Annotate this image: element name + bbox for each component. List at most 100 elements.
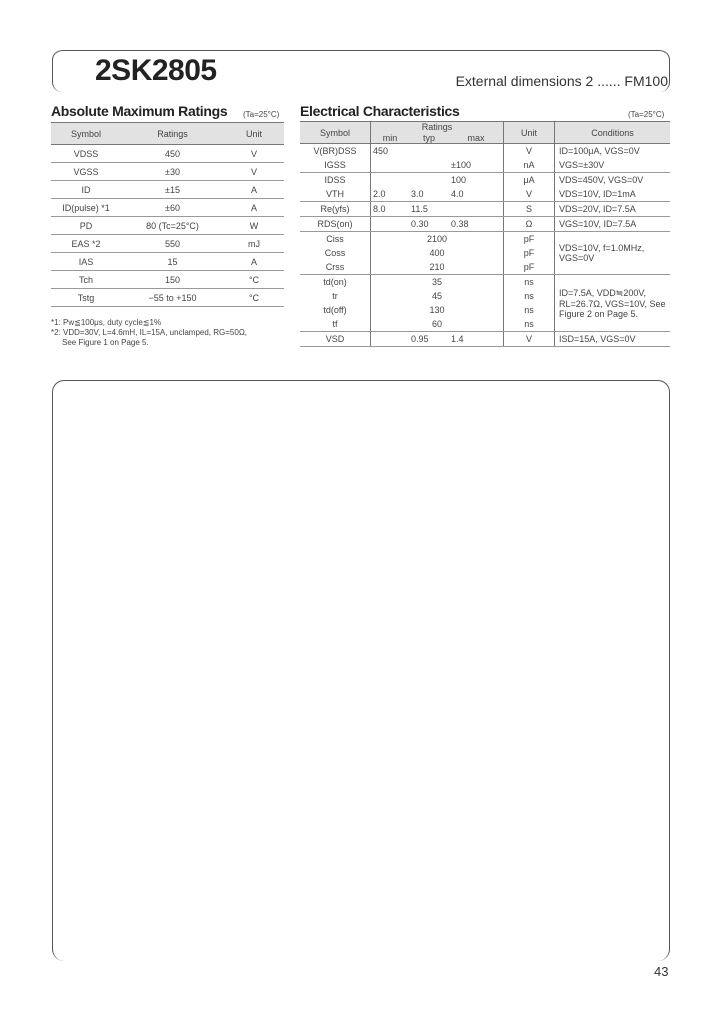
cell-symbol: V(BR)DSS	[300, 143, 371, 158]
ec-condition: (Ta=25°C)	[628, 110, 665, 119]
cell-rating: 450	[121, 144, 224, 163]
cell-symbol: Re(yfs)	[300, 201, 371, 217]
cell-max: ±100	[449, 158, 504, 173]
cell-typ: 0.95	[409, 331, 449, 347]
absolute-maximum-ratings-table: Symbol Ratings Unit VDSS 450 V VGSS ±30 V ID ±1…	[51, 122, 284, 307]
cell-rating: ±15	[121, 180, 224, 199]
table-row: td(on) 35 ns ID=7.5A, VDD≒200V, RL=26.7Ω, V…	[300, 274, 670, 332]
cell-unit: A	[224, 252, 284, 271]
cell-unit: V	[503, 187, 555, 202]
cell-symbol: VTH	[300, 187, 371, 202]
table-row: Coss 400 pF	[300, 246, 670, 260]
cell-max: 100	[451, 175, 467, 185]
cell-symbol: IGSS	[300, 158, 371, 173]
cell-rating: 150	[121, 270, 224, 289]
cell-typ: 45	[431, 291, 442, 301]
cell-symbol: Crss	[300, 260, 371, 275]
cell-typ: 11.5	[409, 201, 449, 217]
cell-conditions: VDS=10V, f=1.0MHz, VGS=0V	[554, 231, 670, 275]
cell-rating: ±30	[121, 162, 224, 181]
cell-typ: 400	[429, 248, 445, 258]
table-row: Tstg −55 to +150 °C	[51, 288, 284, 307]
cell-max	[449, 144, 504, 159]
cell-unit: A	[224, 180, 284, 199]
cell-unit: A	[224, 198, 284, 217]
cell-unit: V	[503, 143, 555, 158]
cell-unit: pF	[503, 231, 555, 246]
col-typ: typ	[409, 132, 449, 144]
table-row: VDSS 450 V	[51, 144, 284, 163]
cell-min	[370, 158, 409, 173]
cell-unit: ns	[503, 289, 555, 303]
cell-symbol: IDSS	[300, 172, 371, 187]
table-row: IDSS 100 μA VDS=450V, VGS=0V	[300, 172, 670, 187]
title-frame	[52, 50, 670, 92]
cell-rating: ±60	[121, 198, 224, 217]
cell-typ: 60	[370, 317, 504, 332]
cell-symbol: tr	[300, 289, 371, 303]
col-ratings: Ratings	[121, 122, 224, 145]
cell-min	[370, 331, 409, 347]
content-frame	[52, 380, 670, 961]
cell-symbol: EAS *2	[51, 234, 121, 253]
cell-conditions: VGS=±30V	[554, 158, 670, 173]
table-row: ID(pulse) *1 ±60 A	[51, 198, 284, 217]
cell-unit: mJ	[224, 234, 284, 253]
ec-title: Electrical Characteristics	[300, 103, 460, 119]
table-row: EAS *2 550 mJ	[51, 234, 284, 253]
col-conditions: Conditions	[554, 121, 670, 144]
cell-conditions: VDS=20V, ID=7.5A	[554, 201, 670, 217]
cell-typ: 35	[431, 277, 442, 287]
cell-max: 4.0	[449, 187, 504, 202]
col-symbol: Symbol	[51, 122, 121, 145]
table-row: ID ±15 A	[51, 180, 284, 199]
footnote-2-cont: See Figure 1 on Page 5.	[62, 338, 149, 347]
cell-unit: pF	[503, 246, 555, 260]
col-symbol: Symbol	[300, 121, 371, 144]
cell-symbol: td(on)	[300, 274, 371, 289]
cell-symbol: RDS(on)	[300, 216, 371, 232]
cell-rating: 15	[121, 252, 224, 271]
table-row: Re(yfs) 8.0 11.5 S VDS=20V, ID=7.5A	[300, 201, 670, 217]
cell-unit: V	[503, 331, 555, 347]
cell-unit: pF	[503, 260, 555, 275]
cell-unit: ns	[503, 317, 555, 332]
table-row: VTH 2.0 3.0 4.0 V VDS=10V, ID=1mA	[300, 187, 670, 202]
cell-symbol: Tstg	[51, 288, 121, 307]
cell-conditions: ISD=15A, VGS=0V	[554, 331, 670, 347]
cell-typ: 130	[429, 305, 445, 315]
table-row: VGSS ±30 V	[51, 162, 284, 181]
table-row: IGSS ±100 nA VGS=±30V	[300, 158, 670, 173]
cell-symbol: ID(pulse) *1	[51, 198, 121, 217]
cell-symbol: VGSS	[51, 162, 121, 181]
cell-symbol: Ciss	[300, 231, 371, 246]
part-number: 2SK2805	[95, 54, 217, 87]
cell-rating: −55 to +150	[121, 288, 224, 307]
cell-symbol: tf	[300, 317, 371, 332]
cell-symbol: td(off)	[300, 303, 371, 317]
cell-unit: nA	[503, 158, 555, 173]
electrical-characteristics-table: Symbol Ratings Unit Conditions min typ m…	[300, 121, 670, 347]
amr-title: Absolute Maximum Ratings	[51, 103, 228, 119]
cell-unit: S	[503, 201, 555, 217]
cell-unit: Ω	[503, 216, 555, 232]
cell-symbol: VSD	[300, 331, 371, 347]
cell-unit: μA	[503, 172, 555, 187]
cell-conditions: VGS=10V, ID=7.5A	[554, 216, 670, 232]
footnote-1: *1: Pw≦100μs, duty cycle≦1%	[51, 318, 162, 327]
table-row: PD 80 (Tc=25°C) W	[51, 216, 284, 235]
table-row: V(BR)DSS 450 V ID=100μA, VGS=0V	[300, 143, 670, 159]
cell-conditions: ID=7.5A, VDD≒200V, RL=26.7Ω, VGS=10V, Se…	[554, 274, 670, 332]
cell-max	[449, 201, 504, 217]
cell-symbol: ID	[51, 180, 121, 199]
cell-rating: 80 (Tc=25°C)	[121, 216, 224, 235]
col-unit: Unit	[503, 121, 555, 144]
cell-unit: ns	[503, 274, 555, 289]
cell-min: 8.0	[370, 201, 409, 217]
cell-unit: °C	[224, 288, 284, 307]
cell-symbol: VDSS	[51, 144, 121, 163]
table-row: Crss 210 pF	[300, 260, 670, 275]
table-row: RDS(on) 0.30 0.38 Ω VGS=10V, ID=7.5A	[300, 216, 670, 232]
cell-typ: 2100	[426, 234, 448, 244]
